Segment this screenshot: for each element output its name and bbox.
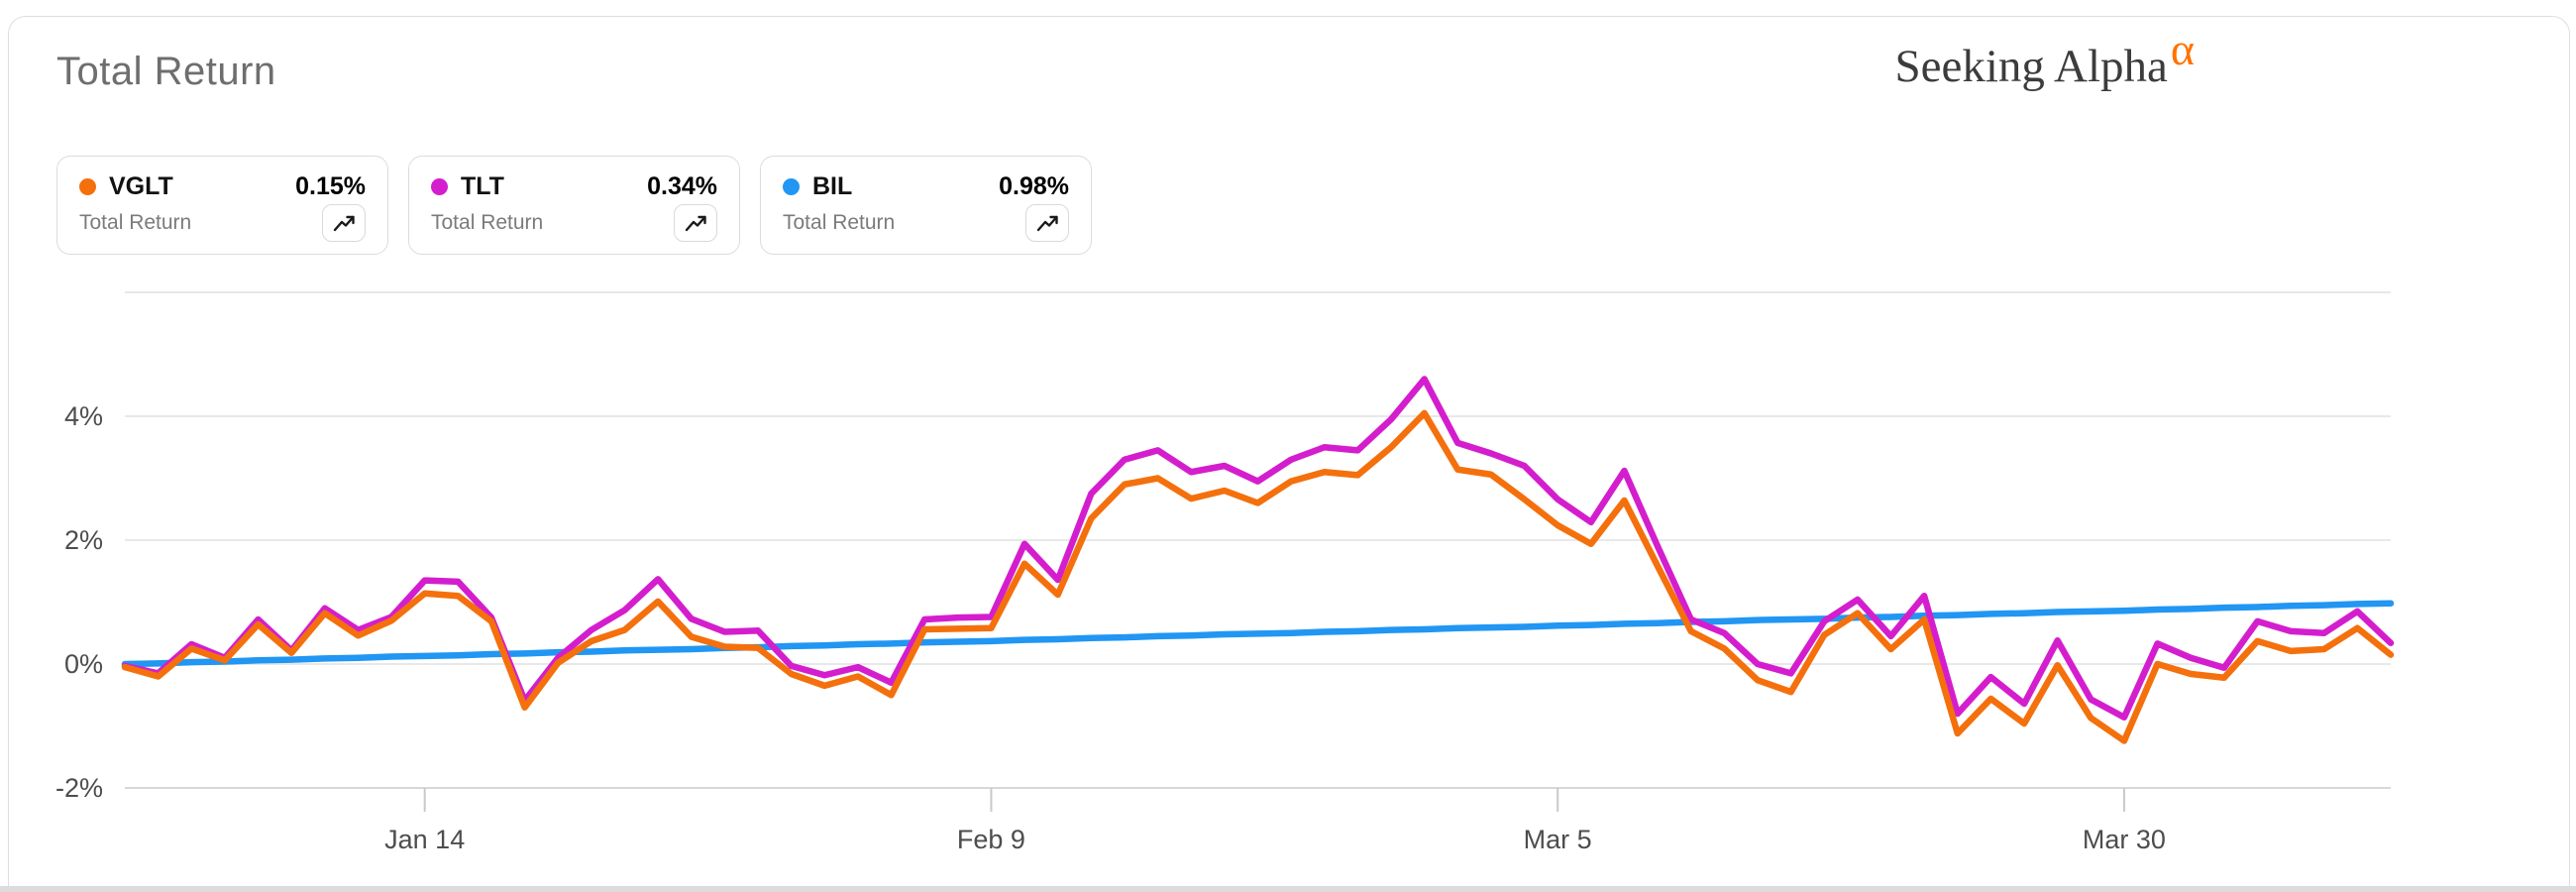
- vglt-color-dot-icon: [79, 178, 96, 195]
- vglt-chart-button[interactable]: [322, 204, 366, 242]
- page-title: Total Return: [56, 50, 276, 93]
- y-axis-label--2%: -2%: [55, 773, 103, 803]
- legend-card-vglt[interactable]: VGLT 0.15% Total Return: [56, 156, 388, 255]
- tlt-color-dot-icon: [431, 178, 448, 195]
- bottom-scroll-strip: [0, 886, 2576, 892]
- seeking-alpha-logo: Seeking Alphaα: [1894, 24, 2195, 93]
- bil-ticker: BIL: [812, 172, 853, 200]
- y-axis-label-4%: 4%: [64, 401, 103, 431]
- trend-line-icon: [1034, 210, 1061, 237]
- bil-sublabel: Total Return: [783, 211, 896, 234]
- vglt-sublabel: Total Return: [79, 211, 192, 234]
- x-axis-label-Feb 9: Feb 9: [957, 825, 1025, 854]
- bil-color-dot-icon: [783, 178, 800, 195]
- x-axis-label-Mar 30: Mar 30: [2083, 825, 2166, 854]
- tlt-sublabel: Total Return: [431, 211, 544, 234]
- x-axis-label-Mar 5: Mar 5: [1524, 825, 1592, 854]
- tlt-return-value: 0.34%: [647, 172, 717, 200]
- trend-line-icon: [683, 210, 709, 237]
- y-axis-label-2%: 2%: [64, 525, 103, 555]
- legend-card-tlt[interactable]: TLT 0.34% Total Return: [408, 156, 740, 255]
- alpha-icon: α: [2170, 24, 2195, 74]
- bil-return-value: 0.98%: [999, 172, 1069, 200]
- tlt-chart-button[interactable]: [674, 204, 717, 242]
- tlt-line[interactable]: [121, 376, 2395, 721]
- legend-card-bil[interactable]: BIL 0.98% Total Return: [760, 156, 1092, 255]
- x-axis-label-Jan 14: Jan 14: [384, 825, 465, 854]
- bil-chart-button[interactable]: [1025, 204, 1069, 242]
- trend-line-icon: [331, 210, 358, 237]
- y-axis-label-0%: 0%: [64, 649, 103, 679]
- vglt-return-value: 0.15%: [295, 172, 366, 200]
- logo-text: Seeking Alpha: [1894, 41, 2168, 92]
- vglt-ticker: VGLT: [109, 172, 173, 200]
- vglt-line[interactable]: [121, 409, 2395, 744]
- tlt-ticker: TLT: [461, 172, 504, 200]
- legend-cards: VGLT 0.15% Total Return TLT 0.34% Total …: [56, 156, 1092, 255]
